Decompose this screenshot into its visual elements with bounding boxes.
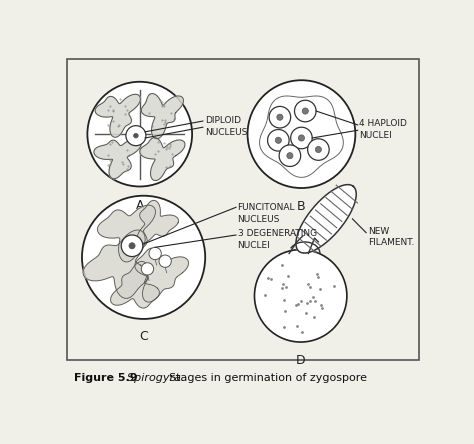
Circle shape bbox=[308, 139, 329, 160]
Circle shape bbox=[255, 250, 347, 342]
Polygon shape bbox=[110, 262, 159, 308]
Circle shape bbox=[275, 137, 282, 143]
Text: DIPLOID
NUCLEUS: DIPLOID NUCLEUS bbox=[205, 116, 247, 137]
Circle shape bbox=[267, 130, 289, 151]
Circle shape bbox=[302, 108, 309, 114]
Polygon shape bbox=[83, 230, 148, 298]
Polygon shape bbox=[95, 94, 140, 137]
Circle shape bbox=[129, 243, 135, 249]
Circle shape bbox=[87, 82, 192, 186]
Polygon shape bbox=[296, 185, 356, 253]
Text: 3 DEGENERATING
NUCLEI: 3 DEGENERATING NUCLEI bbox=[237, 229, 317, 250]
Text: A: A bbox=[136, 199, 144, 212]
Polygon shape bbox=[97, 205, 155, 262]
Text: Stages in germination of zygospore: Stages in germination of zygospore bbox=[162, 373, 367, 383]
Circle shape bbox=[298, 135, 304, 141]
Polygon shape bbox=[137, 200, 179, 243]
Circle shape bbox=[141, 263, 154, 275]
Bar bbox=[66, 59, 419, 360]
Text: Spirogyra.: Spirogyra. bbox=[120, 373, 185, 383]
Circle shape bbox=[287, 153, 293, 159]
Polygon shape bbox=[140, 138, 185, 181]
Circle shape bbox=[247, 80, 356, 188]
Circle shape bbox=[149, 247, 161, 260]
Circle shape bbox=[294, 100, 316, 122]
Circle shape bbox=[159, 255, 171, 267]
Text: Figure 5.9: Figure 5.9 bbox=[74, 373, 138, 383]
Text: NEW
FILAMENT.: NEW FILAMENT. bbox=[368, 226, 415, 247]
Polygon shape bbox=[141, 94, 183, 139]
Text: D: D bbox=[296, 353, 305, 367]
Circle shape bbox=[279, 145, 301, 166]
Text: 4 HAPLOID
NUCLEI: 4 HAPLOID NUCLEI bbox=[359, 119, 407, 139]
Circle shape bbox=[82, 196, 205, 319]
Circle shape bbox=[315, 147, 321, 153]
Circle shape bbox=[277, 114, 283, 120]
Text: C: C bbox=[139, 330, 148, 344]
Polygon shape bbox=[94, 139, 141, 179]
Text: B: B bbox=[297, 200, 306, 214]
Polygon shape bbox=[135, 248, 189, 302]
Circle shape bbox=[291, 127, 312, 149]
Circle shape bbox=[121, 235, 143, 257]
Circle shape bbox=[269, 107, 291, 128]
Circle shape bbox=[126, 126, 146, 146]
Text: FUNCITONAL
NUCLEUS: FUNCITONAL NUCLEUS bbox=[237, 203, 295, 224]
Circle shape bbox=[134, 133, 138, 138]
